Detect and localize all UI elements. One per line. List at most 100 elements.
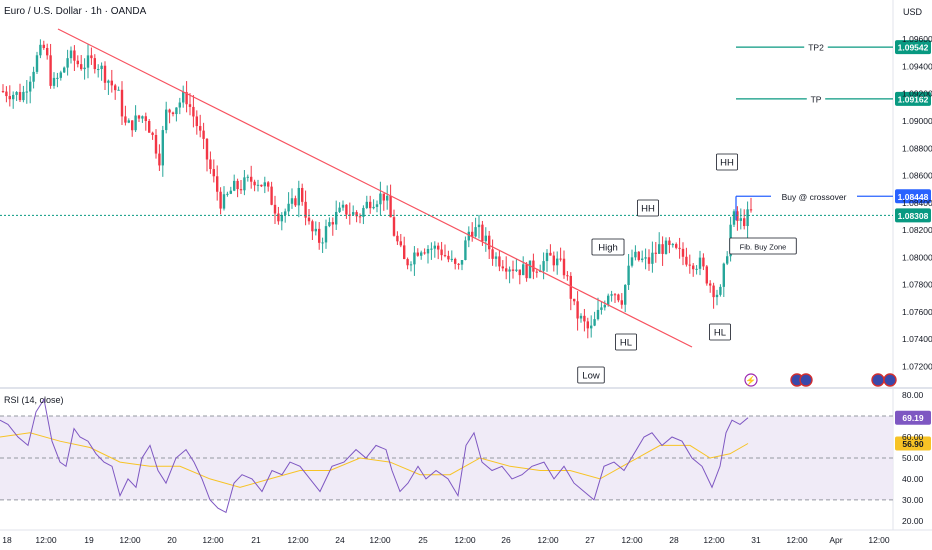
candle-body bbox=[447, 255, 450, 260]
annotation-label: HH bbox=[641, 204, 655, 215]
candle-body bbox=[341, 204, 345, 208]
candle-body bbox=[596, 309, 600, 320]
candle-body bbox=[695, 268, 698, 270]
rsi-tick-label: 80.00 bbox=[902, 390, 924, 400]
candle-body bbox=[647, 257, 651, 264]
time-label: 12:00 bbox=[454, 535, 476, 545]
candle-body bbox=[110, 80, 113, 86]
candle-body bbox=[719, 286, 722, 295]
price-tick-label: 1.09200 bbox=[902, 89, 932, 99]
time-label: 19 bbox=[84, 535, 94, 545]
price-tick-label: 1.09000 bbox=[902, 116, 932, 126]
candle-body bbox=[437, 245, 440, 250]
candle-body bbox=[117, 89, 120, 91]
price-badge[interactable] bbox=[895, 189, 931, 204]
trendline[interactable] bbox=[57, 28, 693, 348]
candle-body bbox=[294, 198, 297, 206]
price-badge-value: 1.09162 bbox=[898, 94, 929, 104]
candle-body bbox=[59, 72, 62, 78]
candle-body bbox=[661, 244, 664, 254]
rsi-tick-label: 50.00 bbox=[902, 453, 924, 463]
rsi-value-badge[interactable] bbox=[895, 410, 931, 425]
candle-body bbox=[712, 285, 715, 298]
candle-body bbox=[681, 248, 685, 257]
candle-body bbox=[651, 252, 654, 264]
candle-body bbox=[498, 256, 501, 267]
lightning-icon[interactable] bbox=[744, 373, 758, 387]
candle-body bbox=[311, 221, 314, 232]
candle-body bbox=[501, 266, 504, 269]
annotation-box[interactable] bbox=[591, 238, 625, 256]
candle-body bbox=[481, 224, 484, 242]
candle-body bbox=[610, 294, 613, 296]
price-badge[interactable] bbox=[895, 40, 931, 55]
candle-body bbox=[454, 258, 457, 264]
candle-body bbox=[528, 260, 532, 279]
horizontal-lines[interactable]: TP2 1.09542 TP 1.09162 Buy @ crossover 1.0844… bbox=[0, 40, 931, 223]
candle-body bbox=[66, 58, 69, 68]
candle-body bbox=[270, 186, 273, 205]
candle-body bbox=[413, 252, 416, 265]
candle-body bbox=[165, 109, 168, 131]
annotation-box[interactable] bbox=[577, 366, 605, 384]
rsi-title: RSI (14, close) bbox=[4, 395, 64, 405]
candle-body bbox=[273, 204, 277, 214]
candle-body bbox=[120, 89, 124, 117]
annotation-box[interactable] bbox=[709, 323, 731, 341]
candle-body bbox=[199, 126, 202, 131]
time-label: 18 bbox=[2, 535, 12, 545]
candle-body bbox=[678, 247, 681, 249]
annotation-box[interactable] bbox=[637, 199, 659, 217]
flag-icon-eu[interactable] bbox=[799, 373, 813, 387]
candle-body bbox=[617, 294, 620, 301]
rsi-line bbox=[0, 397, 749, 514]
candle-body bbox=[403, 245, 406, 260]
annotation-label: High bbox=[598, 243, 618, 254]
candle-body bbox=[705, 266, 708, 284]
flag-icon-eu-2[interactable] bbox=[883, 373, 897, 387]
candle-body bbox=[253, 181, 256, 186]
candle-body bbox=[314, 228, 317, 232]
hline-label-bg bbox=[806, 92, 826, 105]
annotation-box[interactable] bbox=[716, 153, 738, 171]
events-row[interactable]: ⚡ bbox=[744, 373, 897, 387]
annotations[interactable]: HH HH High HL HL Low Fib. Buy Zone bbox=[577, 153, 797, 384]
time-axis[interactable]: 18 12:00 19 12:00 20 12:00 21 12:00 24 12:00 25 12:… bbox=[2, 535, 890, 545]
candle-body bbox=[226, 193, 229, 195]
candle-body bbox=[692, 265, 695, 270]
time-label: 27 bbox=[585, 535, 595, 545]
price-badge[interactable] bbox=[895, 91, 931, 106]
rsi-tick-label: 60.00 bbox=[902, 432, 924, 442]
candle-body bbox=[8, 96, 11, 100]
candle-body bbox=[600, 307, 603, 310]
candle-body bbox=[25, 91, 28, 93]
candle-body bbox=[284, 211, 287, 215]
price-badge[interactable] bbox=[895, 208, 931, 223]
price-axis[interactable]: 1.09600 1.09400 1.09200 1.09000 1.08800 1.086… bbox=[902, 34, 932, 371]
candle-body bbox=[219, 191, 222, 209]
time-label: 12:00 bbox=[868, 535, 890, 545]
candle-body bbox=[552, 255, 555, 266]
candle-body bbox=[613, 294, 617, 296]
rsi-tick-label: 20.00 bbox=[902, 516, 924, 526]
rsi-ma-value: 56.90 bbox=[902, 439, 924, 449]
candle-body bbox=[433, 245, 436, 249]
candle-body bbox=[464, 240, 467, 260]
annotation-box[interactable] bbox=[615, 333, 637, 351]
candle-body bbox=[290, 198, 294, 204]
candle-body bbox=[671, 244, 674, 246]
candle-body bbox=[63, 67, 66, 73]
rsi-axis[interactable]: 80.00 60.00 50.00 40.00 30.00 20.00 bbox=[902, 390, 924, 526]
flag-icon-us-2[interactable] bbox=[871, 373, 885, 387]
candle-body bbox=[42, 44, 45, 48]
rsi-ma-badge[interactable] bbox=[895, 436, 931, 451]
downtrend-line[interactable] bbox=[57, 28, 693, 348]
lightning-glyph: ⚡ bbox=[745, 375, 756, 387]
hline-label: TP2 bbox=[808, 43, 824, 53]
candle-body bbox=[209, 159, 212, 170]
annotation-box[interactable] bbox=[729, 237, 797, 255]
candle-body bbox=[749, 209, 753, 211]
candle-body bbox=[263, 182, 266, 187]
candle-body bbox=[114, 85, 117, 91]
